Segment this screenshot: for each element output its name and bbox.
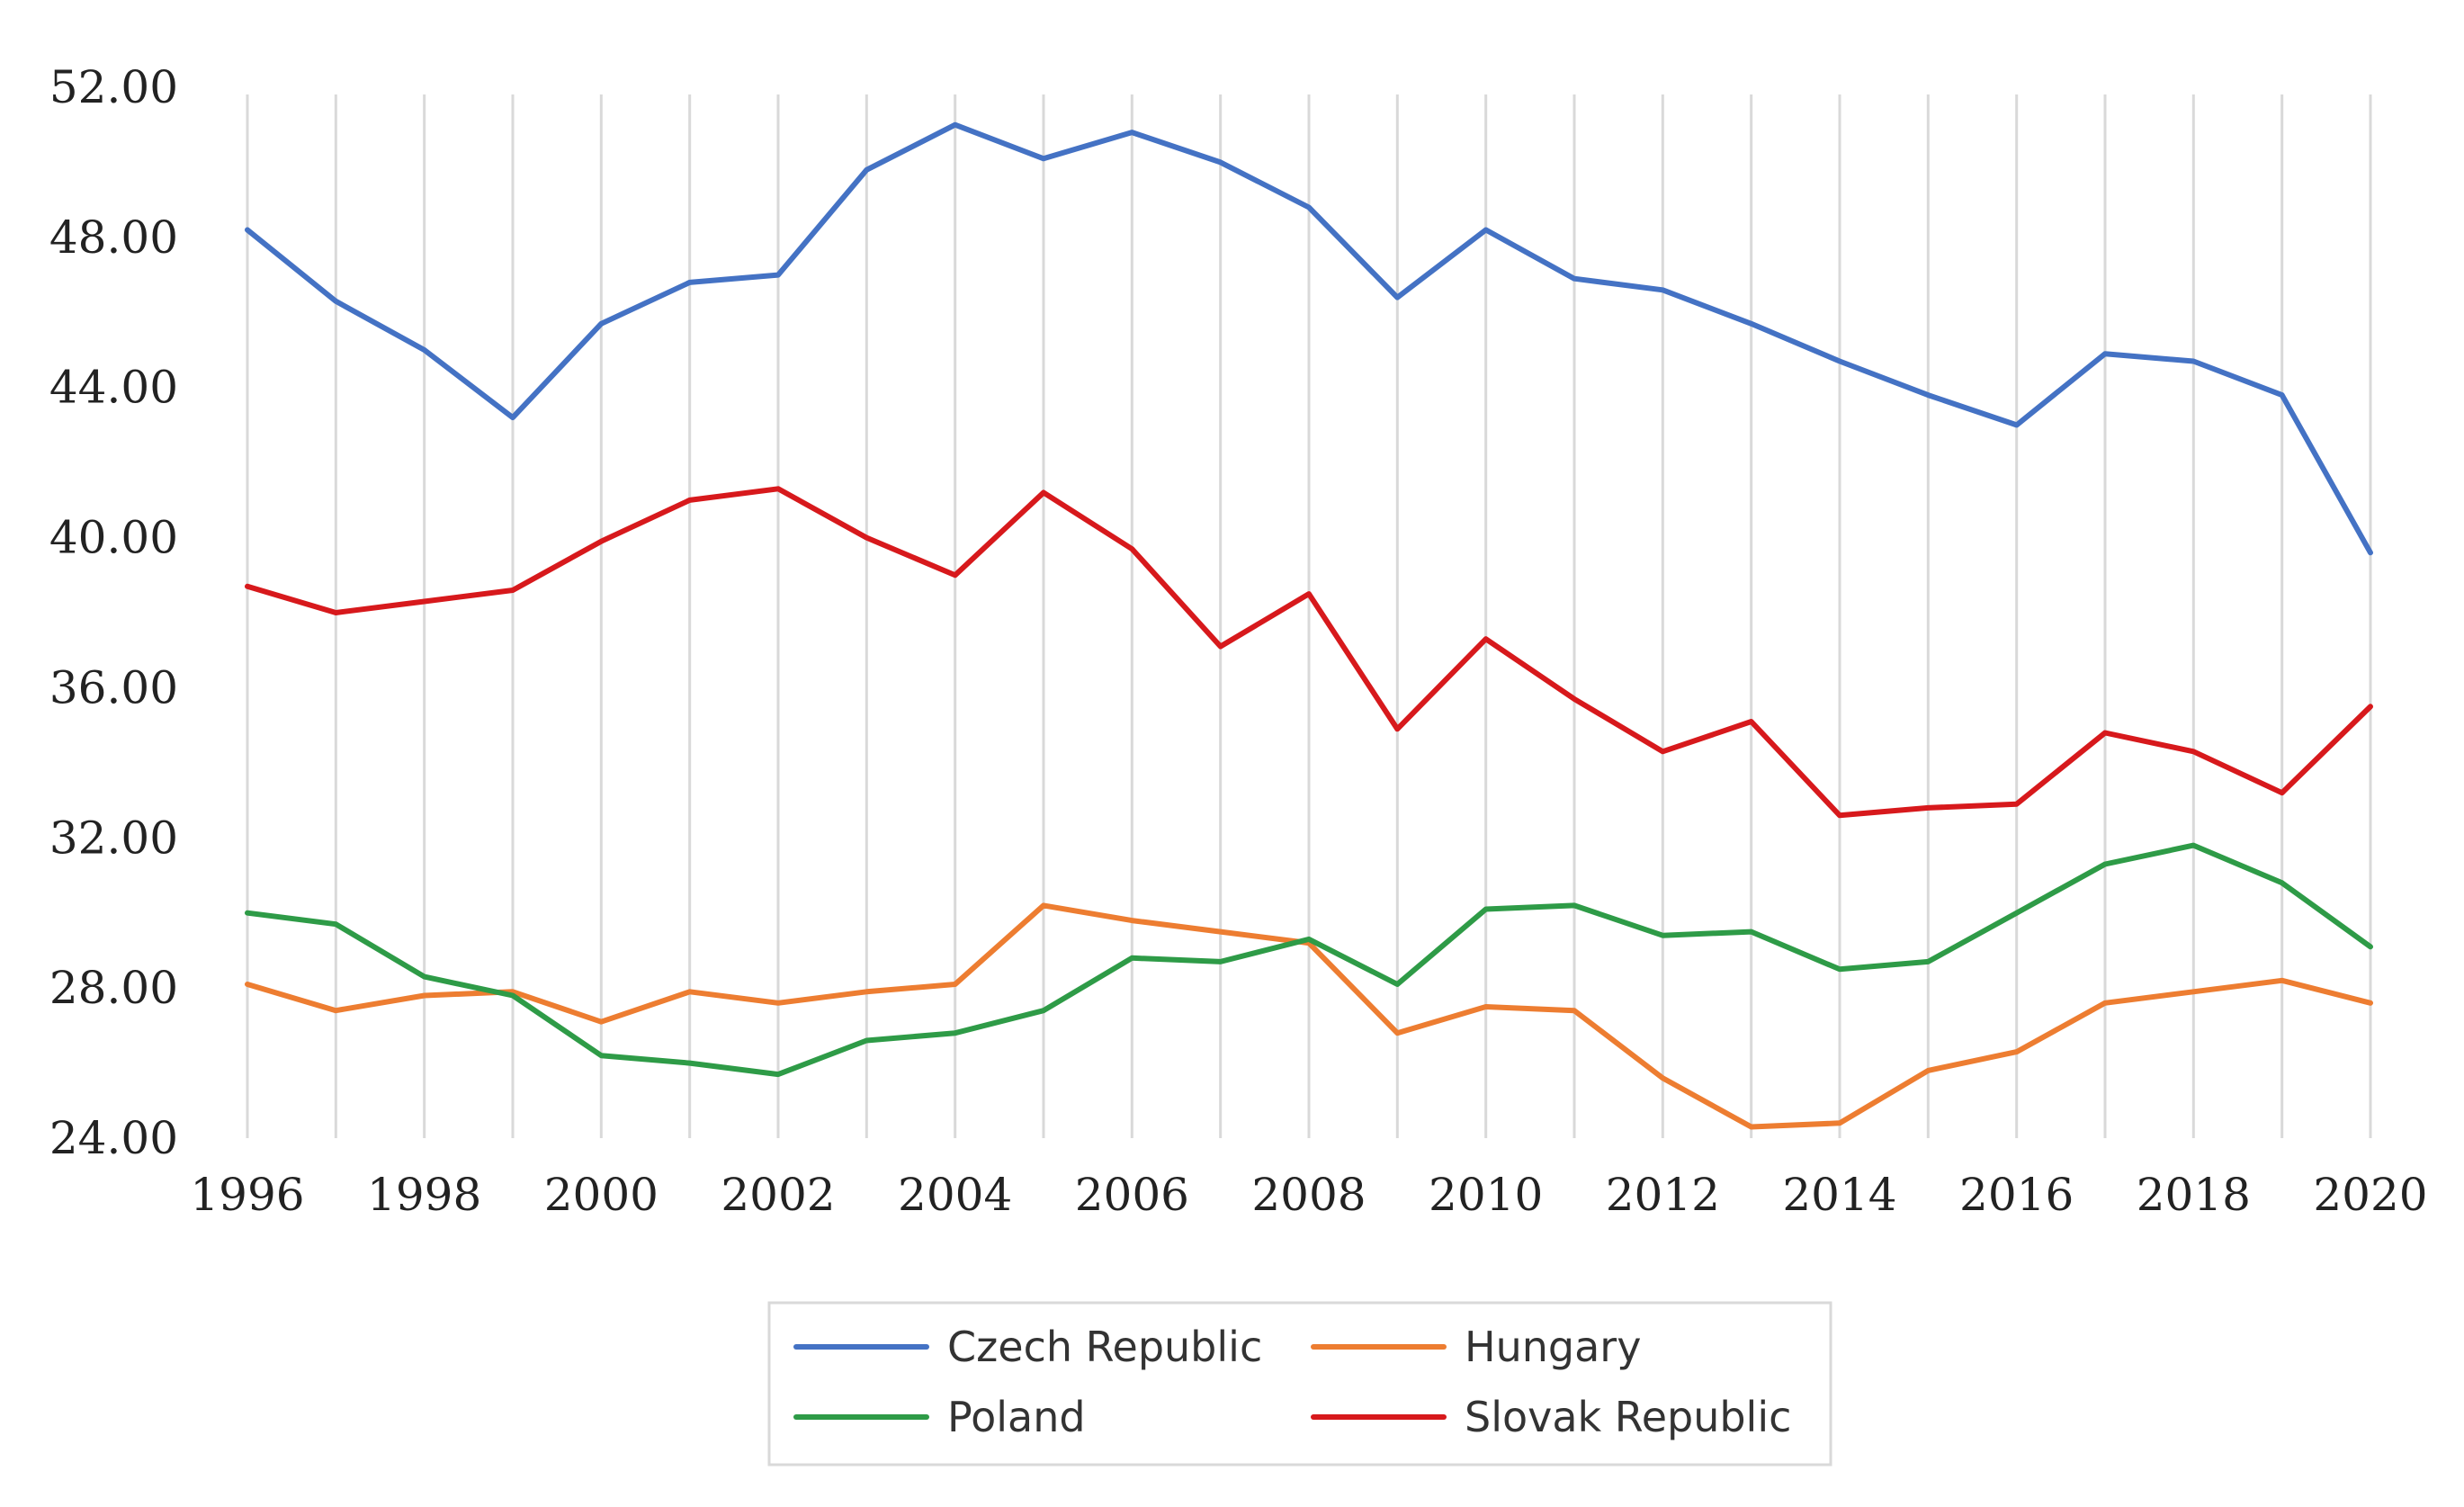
y-tick-label: 24.00 [49,1112,178,1164]
y-tick-label: 40.00 [49,512,178,564]
y-tick-label: 28.00 [49,962,178,1014]
x-tick-label: 2010 [1429,1169,1543,1221]
x-tick-label: 2004 [898,1169,1012,1221]
x-tick-label: 2012 [1606,1169,1720,1221]
y-tick-label: 36.00 [49,661,178,713]
x-tick-label: 2002 [721,1169,835,1221]
x-tick-label: 2020 [2313,1169,2427,1221]
y-tick-label: 52.00 [49,61,178,113]
series-line-poland [245,842,2373,1078]
x-tick-label: 2014 [1782,1169,1896,1221]
legend: Czech Republic Hungary Poland Slovak Republ… [767,1301,1832,1467]
y-axis-tick-labels: 24.00 28.00 32.00 36.00 40.00 44.00 48.00 52.00 [49,61,178,1164]
x-axis-tick-labels: 1996 1998 2000 2002 2004 2006 2008 2010 2012 2014… [190,1169,2427,1221]
y-tick-label: 44.00 [49,362,178,414]
x-tick-label: 2000 [544,1169,659,1221]
legend-label-slovak-republic: Slovak Republic [1465,1393,1791,1441]
legend-label-poland: Poland [947,1393,1086,1441]
x-tick-label: 2018 [2137,1169,2251,1221]
y-tick-label: 32.00 [49,812,178,864]
x-tick-label: 1996 [190,1169,304,1221]
x-tick-label: 2006 [1075,1169,1189,1221]
gridlines [246,94,2372,1138]
series-line-czech-republic [245,121,2373,556]
legend-label-hungary: Hungary [1465,1323,1641,1371]
series-lines [245,121,2373,1130]
series-line-slovak-republic [245,486,2373,819]
series-line-hungary [245,902,2373,1130]
x-tick-label: 1998 [367,1169,481,1221]
x-tick-label: 2008 [1251,1169,1366,1221]
x-tick-label: 2016 [1959,1169,2074,1221]
legend-label-czech-republic: Czech Republic [947,1323,1262,1371]
y-tick-label: 48.00 [49,211,178,264]
legend-box [767,1301,1832,1467]
